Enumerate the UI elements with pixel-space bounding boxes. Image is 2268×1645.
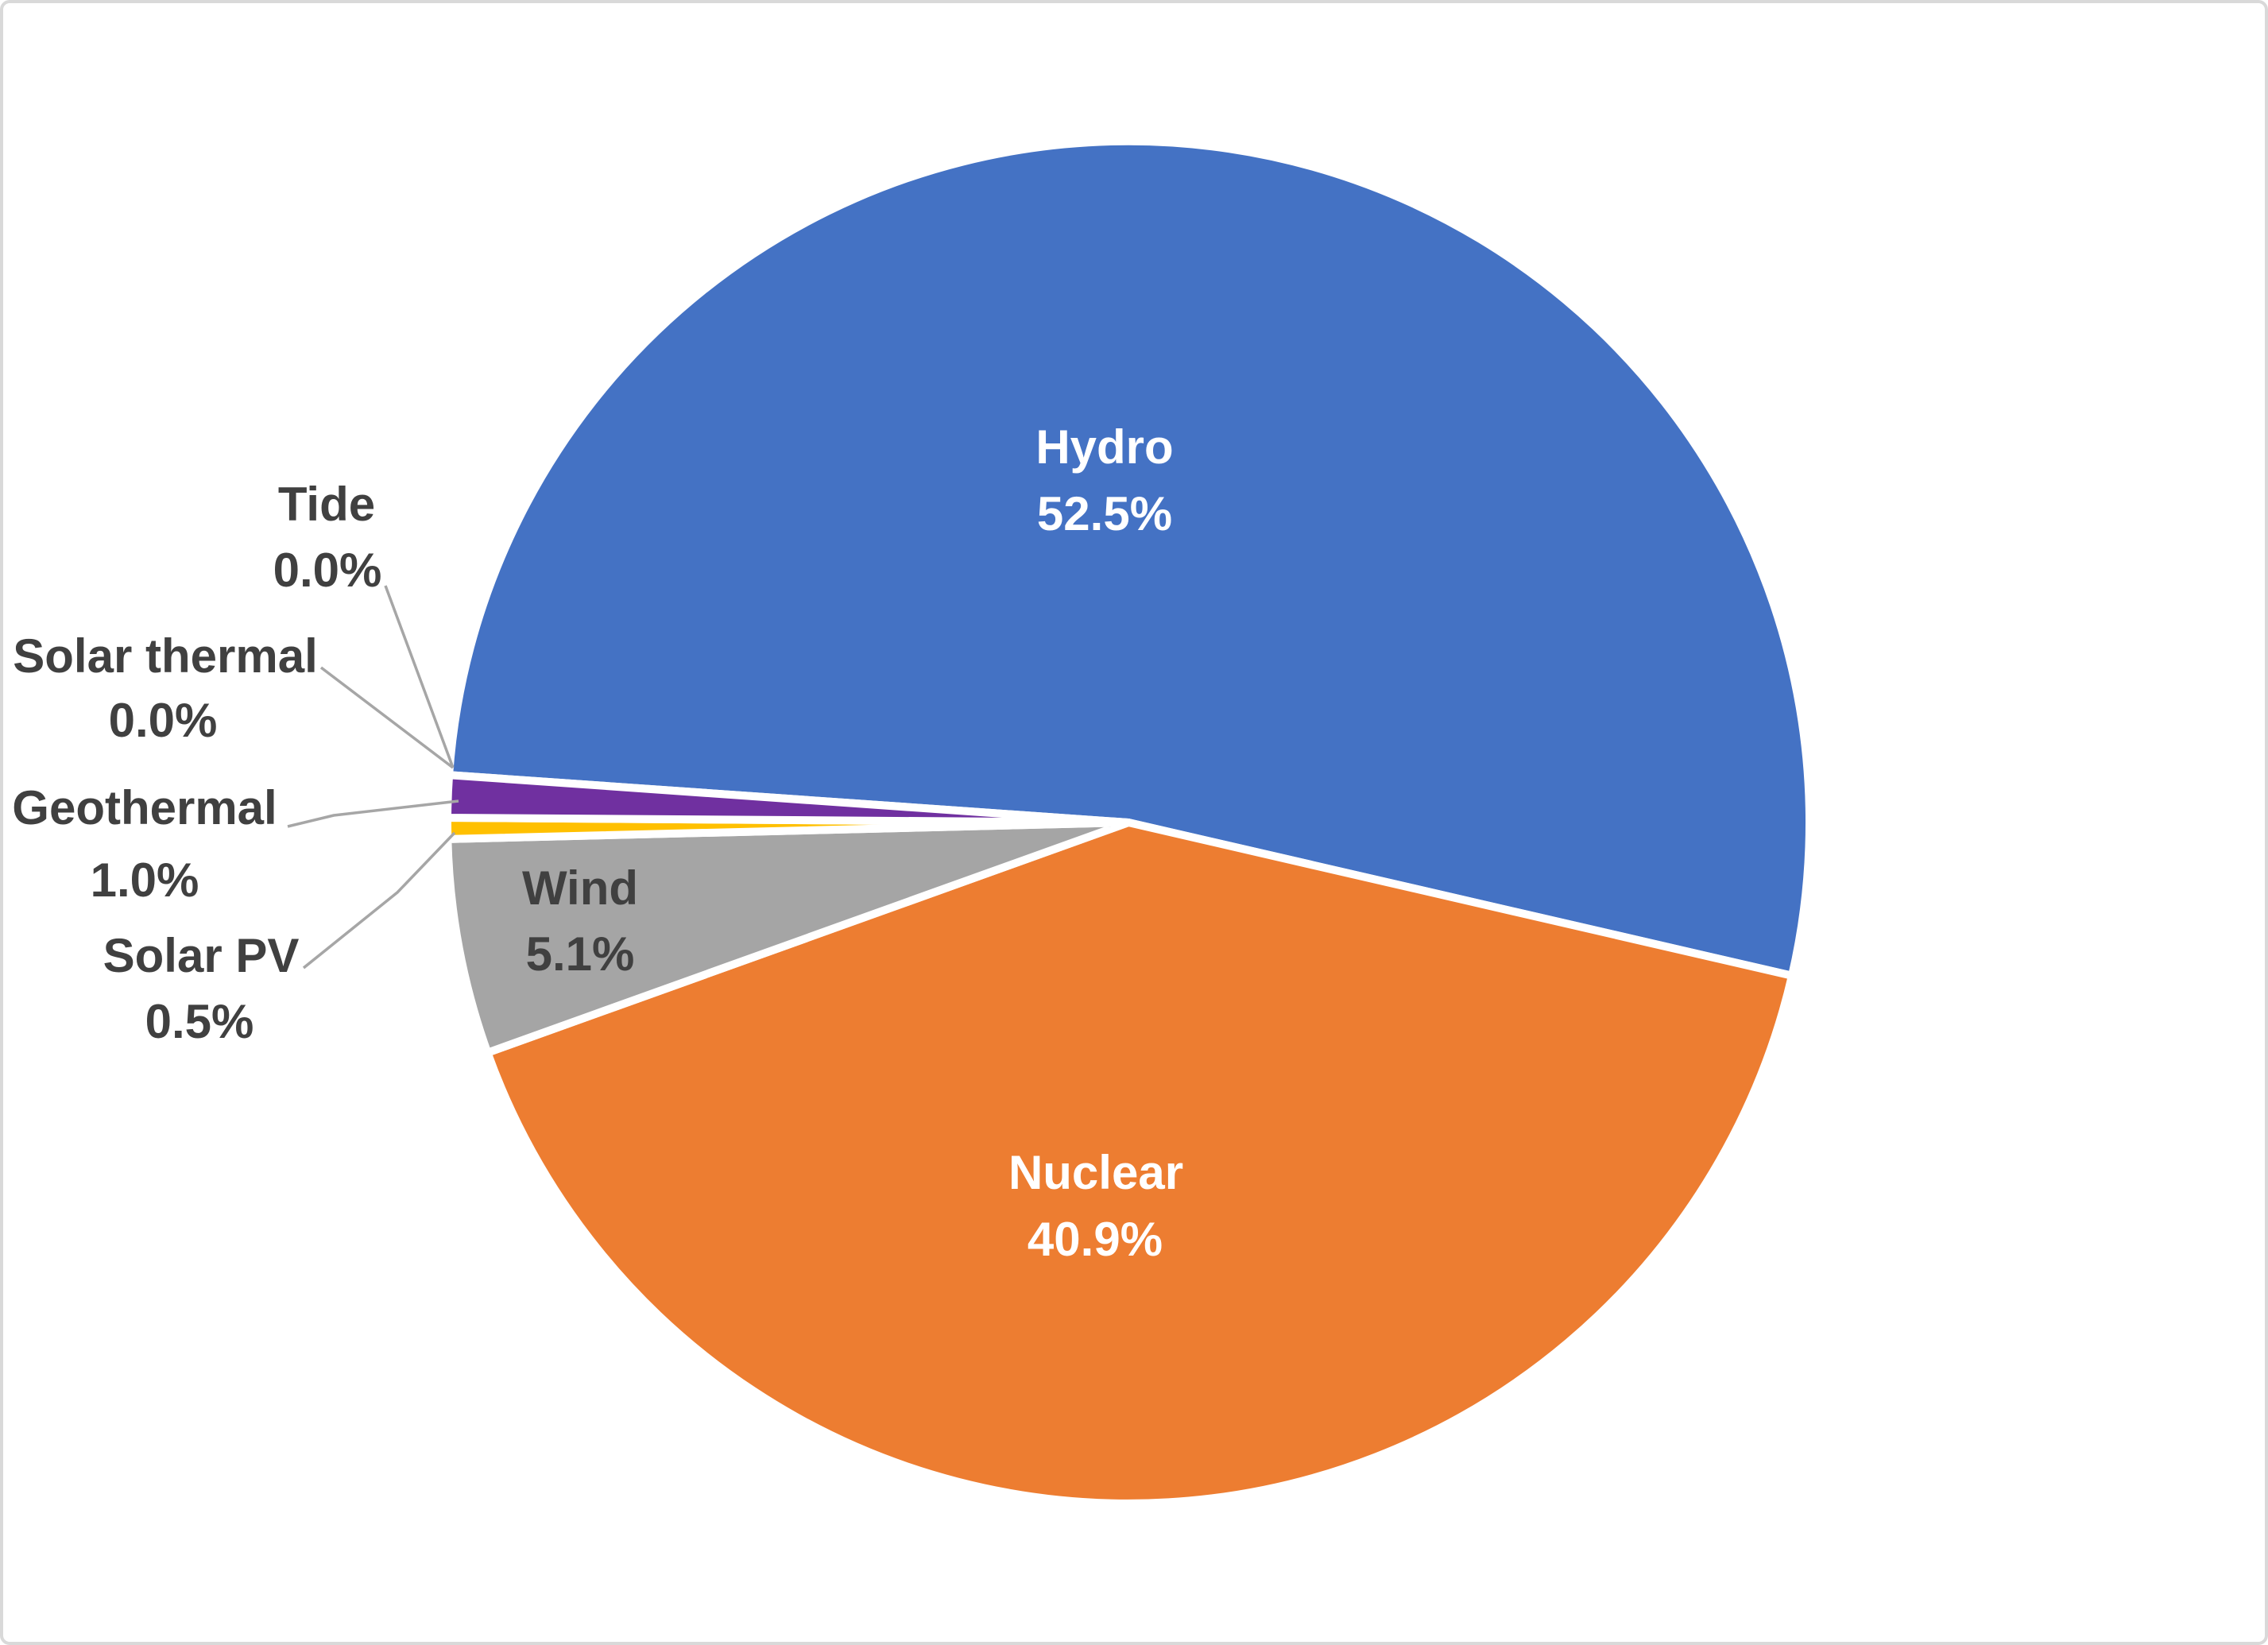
pie-slice-geothermal[interactable]	[443, 771, 1132, 826]
data-label-wind: Wind 5.1%	[522, 861, 638, 981]
leader-line-geothermal	[287, 799, 459, 828]
data-label-tide: Tide 0.0%	[273, 478, 382, 597]
data-label-nuclear: Nuclear 40.9%	[1008, 1146, 1183, 1266]
data-label-solar-pv: Solar PV 0.5%	[103, 929, 300, 1048]
leader-line-solar-pv	[302, 831, 456, 970]
data-label-geothermal: Geothermal 1.0%	[12, 781, 277, 907]
pie-slice-hydro[interactable]	[445, 137, 1814, 980]
pie-slice-wind[interactable]	[443, 819, 1132, 1057]
pie-slice-nuclear[interactable]	[483, 819, 1796, 1508]
leader-lines-group	[287, 585, 459, 970]
data-labels-group: Hydro 52.5% Nuclear 40.9% Wind 5.1% Solar PV 0.…	[12, 420, 1183, 1266]
data-label-hydro: Hydro 52.5%	[1035, 420, 1173, 540]
data-label-solar-thermal: Solar thermal 0.0%	[13, 629, 317, 747]
pie-slices-group	[443, 137, 1814, 1508]
leader-line-solar-thermal	[319, 666, 455, 769]
leader-line-tide	[384, 585, 455, 768]
